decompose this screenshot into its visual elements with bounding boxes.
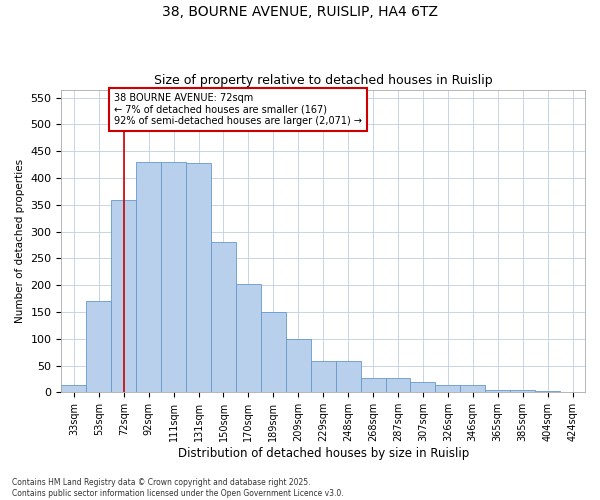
Bar — [460, 386, 485, 392]
Bar — [236, 284, 261, 393]
Bar — [186, 163, 211, 392]
Bar — [136, 162, 161, 392]
X-axis label: Distribution of detached houses by size in Ruislip: Distribution of detached houses by size … — [178, 447, 469, 460]
Bar — [211, 242, 236, 392]
Bar — [335, 360, 361, 392]
Bar — [311, 360, 335, 392]
Text: 38 BOURNE AVENUE: 72sqm
← 7% of detached houses are smaller (167)
92% of semi-de: 38 BOURNE AVENUE: 72sqm ← 7% of detached… — [114, 93, 362, 126]
Title: Size of property relative to detached houses in Ruislip: Size of property relative to detached ho… — [154, 74, 493, 87]
Bar — [61, 385, 86, 392]
Bar — [510, 390, 535, 392]
Bar — [410, 382, 436, 392]
Bar — [485, 390, 510, 392]
Bar — [436, 386, 460, 392]
Text: 38, BOURNE AVENUE, RUISLIP, HA4 6TZ: 38, BOURNE AVENUE, RUISLIP, HA4 6TZ — [162, 5, 438, 19]
Bar — [361, 378, 386, 392]
Bar — [286, 339, 311, 392]
Text: Contains HM Land Registry data © Crown copyright and database right 2025.
Contai: Contains HM Land Registry data © Crown c… — [12, 478, 344, 498]
Bar — [386, 378, 410, 392]
Bar — [261, 312, 286, 392]
Bar — [111, 200, 136, 392]
Y-axis label: Number of detached properties: Number of detached properties — [15, 159, 25, 323]
Bar — [86, 301, 111, 392]
Bar — [161, 162, 186, 392]
